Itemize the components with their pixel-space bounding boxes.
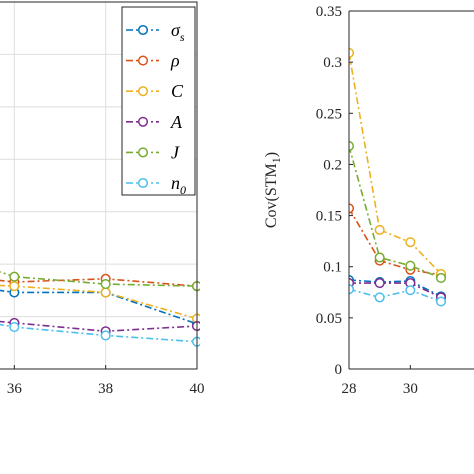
left-point-J: [9, 271, 20, 282]
left-point-C: [100, 287, 111, 298]
left-series-line-sigma_s: [0, 289, 198, 325]
left-x-tick-labels: 36 38 40: [7, 381, 205, 397]
left-point-C: [9, 281, 20, 292]
legend-entry-label: n0: [171, 173, 186, 197]
left-series-line-A: [0, 320, 198, 333]
right-series-line-rho: [349, 208, 442, 276]
right-x-tick-label: 28: [342, 381, 357, 397]
right-y-axis-label: Cov(STM1): [263, 152, 283, 228]
left-x-tick-label: 36: [7, 381, 23, 397]
right-point-J: [405, 260, 416, 271]
right-series-line-C: [349, 52, 442, 275]
legend-marker: [137, 177, 149, 189]
right-point-n0: [405, 285, 416, 296]
right-point-J: [374, 252, 385, 263]
left-point-n0: [100, 330, 111, 341]
right-series-line-sigma_s: [349, 279, 442, 298]
left-x-tick-label: 40: [190, 381, 205, 397]
left-point-n0: [9, 322, 20, 333]
right-x-tick-label: 30: [403, 381, 418, 397]
right-point-n0: [374, 292, 385, 303]
left-series-group: [0, 271, 200, 347]
left-series-line-J: [0, 271, 198, 287]
legend-marker: [137, 24, 149, 36]
left-plot-box: [0, 1, 198, 370]
legend-entry-label: C: [171, 81, 184, 101]
legend-marker: [137, 55, 149, 66]
left-series-line-n0: [0, 323, 198, 343]
legend-entry-label: A: [170, 112, 183, 132]
right-y-tick-label: 0.05: [316, 311, 342, 327]
legend-marker: [137, 147, 149, 158]
right-series-line-J: [349, 145, 442, 279]
right-series-line-n0: [349, 288, 442, 303]
right-y-tick-labels: 0 0.05 0.1 0.15 0.2 0.25 0.3 0.35: [316, 4, 342, 378]
right-y-tick-label: 0.1: [323, 260, 342, 276]
right-point-C: [405, 237, 416, 248]
right-y-tick-label: 0: [335, 362, 343, 378]
right-y-tick-label: 0.25: [316, 106, 342, 122]
legend-entry-label: J: [171, 142, 180, 162]
right-axes: [348, 10, 474, 370]
left-point-J: [100, 279, 111, 290]
left-axes: [0, 1, 198, 370]
left-x-tick-label: 38: [98, 381, 113, 397]
right-chart: 0 0.05 0.1 0.15 0.2 0.25 0.3 0.35 28 30 Cov(STM1…: [263, 4, 474, 397]
right-y-tick-label: 0.15: [316, 209, 342, 225]
right-point-J: [435, 272, 447, 284]
left-series-line-C: [0, 284, 198, 320]
right-series-line-A: [349, 282, 442, 299]
right-y-tick-label: 0.2: [323, 157, 342, 173]
legend-entry-label: σs: [171, 20, 185, 44]
right-y-tick-label: 0.3: [323, 55, 342, 71]
right-point-C: [374, 224, 385, 235]
legend-marker: [137, 86, 149, 97]
legend-box: [121, 6, 196, 196]
left-series-line-rho: [0, 278, 198, 287]
legend-marker: [137, 116, 149, 127]
right-x-tick-labels: 28 30: [342, 381, 418, 397]
right-series-group: [349, 47, 447, 307]
right-point-A: [374, 278, 385, 289]
right-point-n0: [435, 296, 447, 307]
right-y-tick-label: 0.35: [316, 4, 342, 20]
legend-entry-label: ρ: [170, 51, 180, 71]
